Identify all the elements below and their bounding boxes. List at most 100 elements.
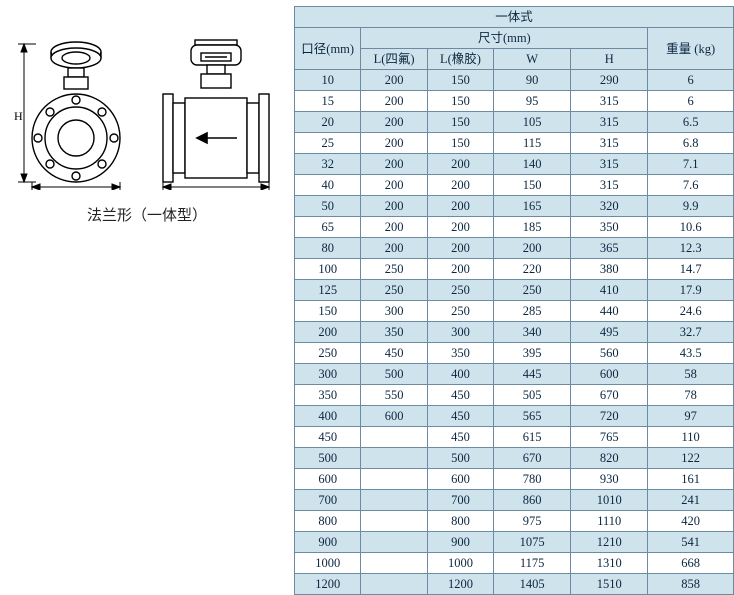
cell-wt: 241	[648, 490, 734, 511]
cell-dia: 600	[295, 469, 361, 490]
cell-dia: 20	[295, 112, 361, 133]
table-row: 402002001503157.6	[295, 175, 734, 196]
cell-w: 1175	[494, 553, 571, 574]
cell-w: 505	[494, 385, 571, 406]
dim-label-l: L	[212, 187, 219, 190]
cell-h: 930	[571, 469, 648, 490]
table-row: 1200120014051510858	[295, 574, 734, 595]
cell-dia: 250	[295, 343, 361, 364]
cell-l1: 500	[361, 364, 427, 385]
cell-wt: 43.5	[648, 343, 734, 364]
cell-wt: 12.3	[648, 238, 734, 259]
cell-wt: 10.6	[648, 217, 734, 238]
cell-dia: 500	[295, 448, 361, 469]
cell-l2: 450	[427, 385, 493, 406]
cell-wt: 7.6	[648, 175, 734, 196]
cell-h: 1210	[571, 532, 648, 553]
cell-l2: 450	[427, 427, 493, 448]
cell-h: 315	[571, 154, 648, 175]
cell-wt: 97	[648, 406, 734, 427]
cell-dia: 32	[295, 154, 361, 175]
cell-h: 765	[571, 427, 648, 448]
table-row: 10025020022038014.7	[295, 259, 734, 280]
cell-h: 1110	[571, 511, 648, 532]
cell-dia: 65	[295, 217, 361, 238]
cell-wt: 541	[648, 532, 734, 553]
cell-l1: 250	[361, 280, 427, 301]
cell-l1	[361, 469, 427, 490]
cell-dia: 50	[295, 196, 361, 217]
cell-l2: 200	[427, 175, 493, 196]
cell-wt: 668	[648, 553, 734, 574]
cell-h: 440	[571, 301, 648, 322]
cell-w: 445	[494, 364, 571, 385]
cell-wt: 7.1	[648, 154, 734, 175]
cell-wt: 9.9	[648, 196, 734, 217]
cell-l2: 300	[427, 322, 493, 343]
dim-label-w: W	[66, 187, 78, 190]
cell-w: 1075	[494, 532, 571, 553]
cell-l2: 1000	[427, 553, 493, 574]
cell-l1: 200	[361, 112, 427, 133]
cell-dia: 10	[295, 70, 361, 91]
col-dim-group: 尺寸(mm)	[361, 28, 648, 49]
cell-wt: 6	[648, 70, 734, 91]
cell-l1: 200	[361, 154, 427, 175]
cell-l2: 150	[427, 70, 493, 91]
cell-l2: 200	[427, 154, 493, 175]
cell-h: 1510	[571, 574, 648, 595]
cell-l1: 600	[361, 406, 427, 427]
cell-l2: 200	[427, 259, 493, 280]
cell-l1	[361, 511, 427, 532]
cell-w: 185	[494, 217, 571, 238]
cell-h: 1310	[571, 553, 648, 574]
side-view-diagram: L	[151, 20, 281, 190]
cell-dia: 350	[295, 385, 361, 406]
cell-dia: 40	[295, 175, 361, 196]
cell-h: 350	[571, 217, 648, 238]
cell-l2: 350	[427, 343, 493, 364]
cell-l1: 200	[361, 196, 427, 217]
table-row: 15030025028544024.6	[295, 301, 734, 322]
cell-l1: 250	[361, 259, 427, 280]
cell-wt: 17.9	[648, 280, 734, 301]
cell-l1: 550	[361, 385, 427, 406]
spec-table-panel: 一体式 口径(mm) 尺寸(mm) 重量 (kg) L(四氟) L(橡胶) W …	[294, 0, 734, 595]
cell-l1	[361, 448, 427, 469]
cell-w: 975	[494, 511, 571, 532]
cell-w: 250	[494, 280, 571, 301]
cell-l1: 200	[361, 91, 427, 112]
cell-w: 90	[494, 70, 571, 91]
cell-l2: 200	[427, 196, 493, 217]
cell-l1: 200	[361, 70, 427, 91]
cell-h: 365	[571, 238, 648, 259]
cell-w: 95	[494, 91, 571, 112]
cell-l1	[361, 490, 427, 511]
table-row: 500500670820122	[295, 448, 734, 469]
cell-l2: 450	[427, 406, 493, 427]
cell-dia: 15	[295, 91, 361, 112]
dim-label-h: H	[14, 109, 23, 123]
cell-l1: 200	[361, 133, 427, 154]
cell-dia: 450	[295, 427, 361, 448]
cell-h: 410	[571, 280, 648, 301]
cell-w: 115	[494, 133, 571, 154]
diagram-panel: H W	[0, 0, 294, 595]
table-row: 502002001653209.9	[295, 196, 734, 217]
cell-h: 380	[571, 259, 648, 280]
cell-dia: 300	[295, 364, 361, 385]
front-view-diagram: H W	[14, 20, 129, 190]
cell-dia: 100	[295, 259, 361, 280]
table-row: 12525025025041017.9	[295, 280, 734, 301]
col-l1: L(四氟)	[361, 49, 427, 70]
table-row: 15200150953156	[295, 91, 734, 112]
table-row: 30050040044560058	[295, 364, 734, 385]
diagram-row: H W	[10, 20, 284, 190]
cell-h: 820	[571, 448, 648, 469]
cell-h: 720	[571, 406, 648, 427]
cell-dia: 150	[295, 301, 361, 322]
cell-l2: 150	[427, 133, 493, 154]
col-dia: 口径(mm)	[295, 28, 361, 70]
cell-h: 320	[571, 196, 648, 217]
cell-l2: 900	[427, 532, 493, 553]
